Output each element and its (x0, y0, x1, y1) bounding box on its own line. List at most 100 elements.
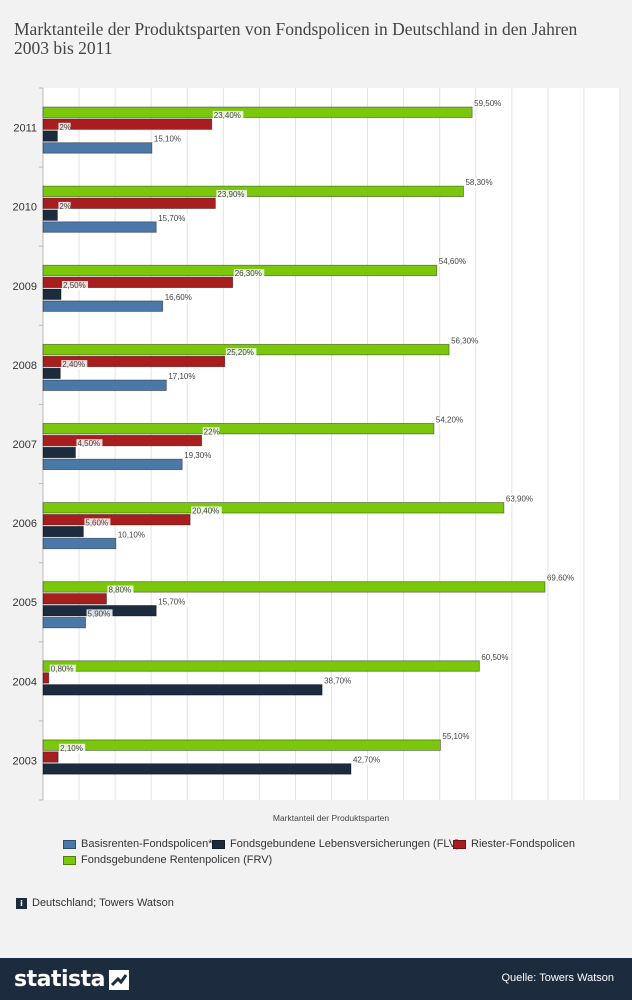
value-label: 5,90% (88, 609, 111, 618)
value-label-bg (434, 415, 466, 425)
statista-logo[interactable]: statista (14, 967, 129, 992)
bar (42, 616, 86, 629)
value-label-bg (59, 743, 86, 753)
legend-label: Riester-Fondspolicen (471, 838, 575, 850)
bar (42, 288, 62, 300)
value-label-bg (58, 201, 71, 211)
bar (42, 367, 61, 380)
value-label: 58,30% (465, 178, 492, 187)
bar (42, 593, 107, 605)
value-label: 56,30% (451, 336, 478, 345)
value-label-bg (216, 190, 247, 200)
value-label-bg (233, 269, 265, 279)
bar (42, 142, 153, 154)
x-axis-title: Marktanteil der Produktsparten (273, 813, 389, 823)
bar (42, 355, 226, 368)
value-label-bg (62, 281, 89, 291)
bar (42, 197, 216, 209)
value-label: 0,80% (51, 665, 74, 674)
value-label: 55,10% (442, 732, 469, 741)
y-tick-label: 2004 (13, 676, 37, 688)
bar (42, 423, 435, 435)
value-label: 69,60% (547, 574, 574, 583)
value-label-bg (76, 439, 103, 449)
y-tick-label: 2008 (13, 360, 37, 372)
value-label: 2,50% (63, 281, 86, 290)
y-tick-label: 2011 (13, 123, 37, 135)
value-label: 16,60% (165, 293, 192, 302)
value-label: 54,60% (439, 257, 466, 266)
bar (42, 106, 473, 118)
value-labels-group: 59,50% 23,40% 2% 15,10% 58,30% 23,90% 2% 15,70%… (49, 99, 577, 765)
value-label: 2% (59, 123, 71, 132)
value-label-bg (86, 609, 113, 619)
legend-item-frv[interactable]: Fondsgebundene Rentenpolicen (FRV) (63, 854, 272, 866)
legend-item-riester[interactable]: Riester-Fondspolicen (453, 838, 575, 850)
bar (42, 130, 58, 142)
legend-item-basisrenten[interactable]: Basisrenten-Fondspolicen* (63, 838, 212, 850)
value-label-bg (464, 178, 496, 188)
value-label: 8,80% (108, 586, 131, 595)
y-tick-label: 2009 (13, 281, 37, 293)
value-label: 54,20% (436, 415, 463, 424)
y-tick-label: 2006 (13, 518, 37, 530)
value-label-bg (49, 664, 76, 674)
value-label-bg (225, 348, 257, 358)
value-label-bg (351, 755, 383, 765)
value-label-bg (61, 360, 88, 370)
legend-swatch (453, 839, 466, 849)
value-label-bg (163, 292, 195, 302)
value-label-bg (545, 573, 577, 583)
info-icon: i (16, 897, 27, 909)
value-label-bg (504, 494, 536, 504)
source-credit: Quelle: Towers Watson (501, 972, 615, 984)
value-label-bg (157, 213, 188, 223)
value-label: 25,20% (227, 348, 254, 357)
value-label-bg (450, 336, 481, 346)
statista-logo-icon (108, 969, 129, 990)
value-label-bg (107, 585, 134, 595)
value-label-bg (323, 676, 354, 686)
value-label: 20,40% (192, 506, 219, 515)
value-label: 23,40% (214, 111, 241, 120)
legend-item-flv[interactable]: Fondsgebundene Lebensversicherungen (FLV… (212, 838, 460, 850)
value-label: 23,90% (217, 190, 244, 199)
bar (42, 502, 505, 514)
value-label: 15,70% (158, 214, 185, 223)
region-note[interactable]: i Deutschland; Towers Watson (16, 897, 174, 909)
value-label: 17,10% (168, 372, 195, 381)
y-tick-label: 2003 (13, 755, 37, 767)
value-label: 19,30% (184, 451, 211, 460)
legend-label: Fondsgebundene Lebensversicherungen (FLV… (230, 838, 460, 850)
value-label-bg (116, 530, 148, 540)
bar (42, 525, 84, 538)
bar-chart: 59,50% 23,40% 2% 15,10% 58,30% 23,90% 2% 15,70%… (13, 87, 621, 823)
y-tick-label: 2010 (13, 202, 37, 214)
bar (42, 672, 50, 684)
legend-label: Basisrenten-Fondspolicen* (81, 838, 213, 850)
value-label-bg (84, 518, 111, 528)
footer: statista Quelle: Towers Watson (0, 958, 632, 1000)
bar (42, 276, 234, 289)
y-tick-label: 2005 (13, 597, 37, 609)
value-label: 15,10% (154, 135, 181, 144)
value-label-bg (191, 506, 222, 516)
value-label: 63,90% (506, 495, 533, 504)
value-label: 59,50% (474, 99, 501, 108)
bar (42, 514, 191, 526)
value-label: 15,70% (158, 597, 185, 606)
value-label: 10,10% (118, 530, 145, 539)
value-label: 22% (204, 427, 220, 436)
y-tick-label: 2007 (13, 439, 37, 451)
bar (42, 446, 76, 459)
value-label: 4,50% (77, 439, 100, 448)
chart-title: Marktanteile der Produktsparten von Fond… (14, 19, 578, 58)
value-label: 60,50% (481, 653, 508, 662)
bar (42, 751, 59, 763)
legend-swatch (212, 839, 225, 849)
legend-swatch (63, 855, 76, 865)
value-label: 38,70% (324, 677, 351, 686)
value-label: 2,40% (62, 360, 85, 369)
value-label-bg (437, 257, 469, 267)
bar (42, 118, 213, 130)
